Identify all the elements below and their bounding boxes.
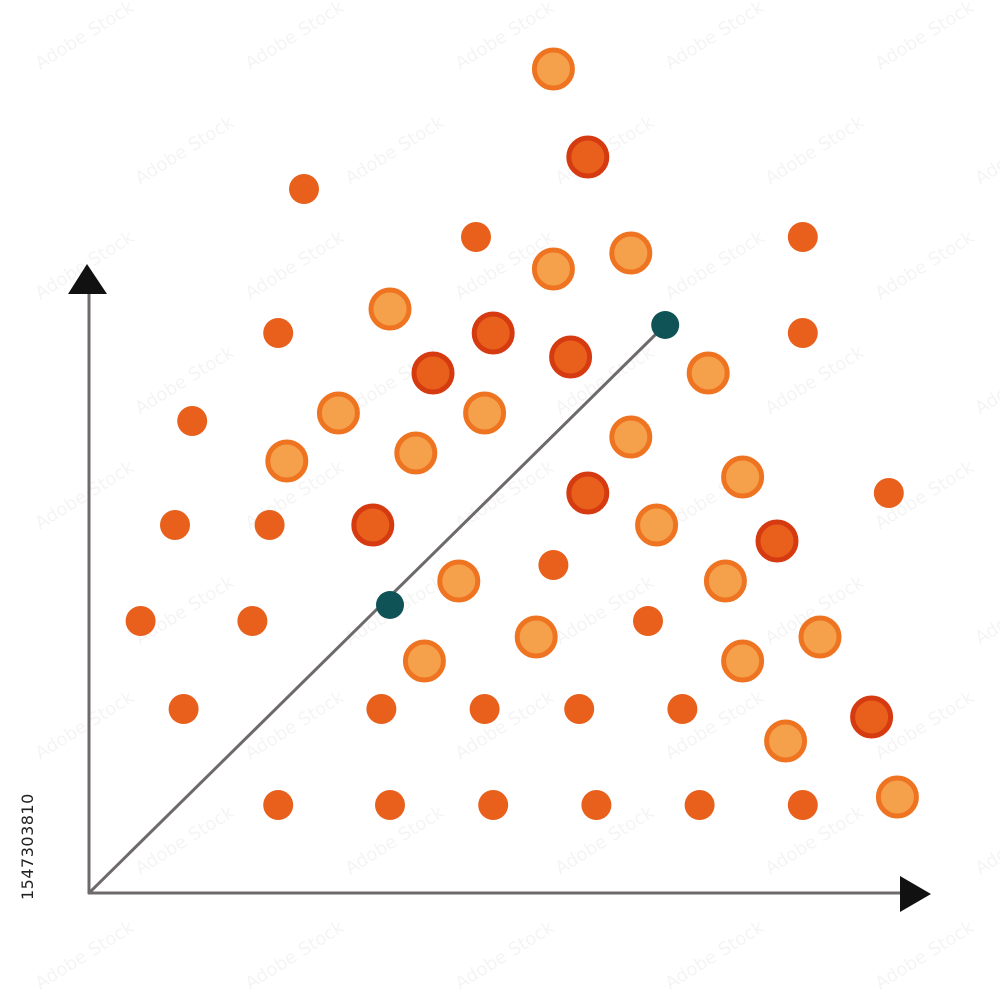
watermark-text: Adobe Stock (342, 112, 449, 190)
scatter-point-ring-dark (549, 335, 593, 379)
watermark-text: Adobe Stock (872, 0, 979, 74)
scatter-point-ring-light (798, 615, 842, 659)
watermark-text: Adobe Stock (132, 342, 239, 420)
watermark-text: Adobe Stock (32, 687, 139, 765)
scatter-point-ring-dark (351, 503, 395, 547)
scatter-point-ring-light (764, 719, 808, 763)
scatter-point-ring-dark (755, 519, 799, 563)
scatter-point-ring-light (265, 439, 309, 483)
x-axis-arrowhead (900, 876, 931, 912)
scatter-point-ring-light (721, 639, 765, 683)
scatter-point-ring-light (875, 775, 919, 819)
watermark-text: Adobe Stock (872, 227, 979, 305)
watermark-text: Adobe Stock (762, 112, 869, 190)
scatter-point-ring-light (609, 415, 653, 459)
watermark-text: Adobe Stock (662, 227, 769, 305)
scatter-point-ring-dark (471, 311, 515, 355)
scatter-point-small (289, 174, 319, 204)
scatter-point-small (168, 694, 199, 724)
scatter-point-small (787, 790, 818, 820)
scatter-point-small (633, 606, 663, 636)
watermark-text: Adobe Stock (452, 687, 559, 765)
scatter-point-small (469, 694, 500, 724)
watermark-text: Adobe Stock (242, 917, 349, 995)
scatter-point-small (160, 510, 190, 540)
scatter-point-small (366, 694, 397, 724)
scatter-point-small (263, 790, 294, 820)
scatter-point-ring-light (394, 431, 438, 475)
scatter-point-small (177, 406, 208, 436)
watermark-text: Adobe Stock (452, 917, 559, 995)
scatter-point-ring-light (316, 391, 360, 435)
watermark-text: Adobe Stock (242, 0, 349, 74)
watermark-text: Adobe Stock (662, 0, 769, 74)
scatter-point-ring-light (531, 247, 575, 291)
scatter-point-ring-dark (411, 351, 455, 395)
scatter-point-ring-light (635, 503, 679, 547)
scatter-point-small (237, 606, 268, 636)
scatter-point-small (684, 790, 715, 820)
scatter-point-small (564, 694, 595, 724)
scatter-point-ring-dark (566, 135, 610, 179)
watermark-text: Adobe Stock (972, 802, 1000, 880)
watermark-text: Adobe Stock (132, 112, 239, 190)
watermark-layer: Adobe Stock Adobe Stock Adobe Stock Adobe S… (32, 0, 1000, 994)
y-axis-arrowhead (68, 264, 107, 294)
watermark-text: Adobe Stock (662, 917, 769, 995)
watermark-text: Adobe Stock (872, 917, 979, 995)
watermark-text: Adobe Stock (242, 227, 349, 305)
scatter-point-small (461, 222, 491, 252)
watermark-text: Adobe Stock (762, 342, 869, 420)
scatter-point-small (787, 222, 818, 252)
scatter-point-ring-light (609, 231, 653, 275)
watermark-text: Adobe Stock (972, 112, 1000, 190)
data-points (125, 47, 919, 820)
scatter-point-small (478, 790, 509, 820)
scatter-point-small (125, 606, 156, 636)
scatter-point-small (263, 318, 294, 348)
watermark-text: Adobe Stock (972, 342, 1000, 420)
scatter-point-small (538, 550, 569, 580)
scatter-point-ring-dark (850, 695, 894, 739)
scatter-point-ring-light (402, 639, 446, 683)
watermark-text: Adobe Stock (32, 457, 139, 535)
scatter-point-ring-light (703, 559, 747, 603)
watermark-text: Adobe Stock (32, 917, 139, 995)
scatter-point-ring-light (531, 47, 575, 91)
stock-id-label: 1547303810 (18, 793, 37, 900)
trend-line-point (651, 311, 680, 339)
watermark-text: Adobe Stock (132, 802, 239, 880)
scatter-point-small (787, 318, 818, 348)
scatter-point-small (873, 478, 904, 508)
scatter-point-ring-light (686, 351, 730, 395)
scatter-point-small (581, 790, 612, 820)
scatter-point-ring-light (721, 455, 765, 499)
scatter-point-ring-light (437, 559, 481, 603)
scatter-point-ring-dark (566, 471, 610, 515)
scatter-point-ring-light (514, 615, 558, 659)
scatter-point-small (667, 694, 698, 724)
watermark-text: Adobe Stock (32, 0, 139, 74)
scatter-point-ring-light (368, 287, 412, 331)
scatter-point-ring-light (463, 391, 507, 435)
scatter-point-small (375, 790, 405, 820)
trend-line-point (376, 591, 404, 619)
watermark-text: Adobe Stock (452, 457, 559, 535)
scatter-point-small (254, 510, 285, 540)
watermark-text: Adobe Stock (972, 572, 1000, 650)
trend-points (376, 311, 680, 619)
